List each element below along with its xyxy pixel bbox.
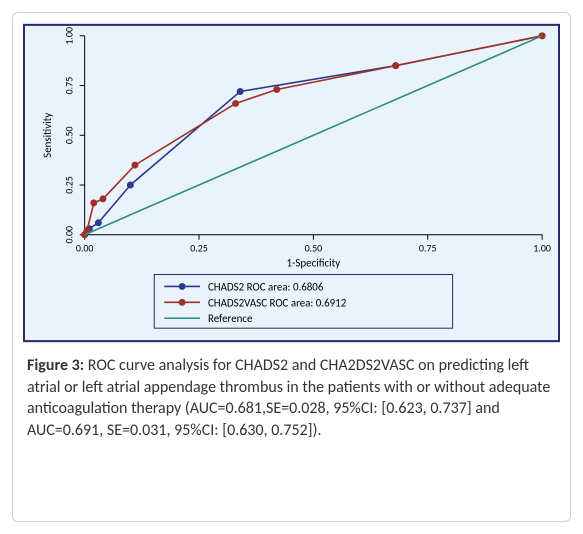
- svg-text:0.00: 0.00: [76, 243, 94, 255]
- svg-text:0.25: 0.25: [190, 243, 208, 255]
- roc-chart: 0.00 0.25 0.50 0.75 1.00 1-Specificity 0.00 0.2…: [23, 23, 560, 343]
- svg-text:1-Specificity: 1-Specificity: [287, 257, 341, 270]
- svg-text:CHADS2 ROC area: 0.6806: CHADS2 ROC area: 0.6806: [208, 280, 324, 293]
- figure-card: 0.00 0.25 0.50 0.75 1.00 1-Specificity 0.00 0.2…: [12, 12, 571, 522]
- svg-text:0.00: 0.00: [64, 226, 76, 244]
- figure-label: Figure 3:: [27, 356, 84, 375]
- svg-text:Sensitivity: Sensitivity: [41, 113, 54, 158]
- svg-text:0.50: 0.50: [64, 126, 76, 144]
- roc-chart-svg: 0.00 0.25 0.50 0.75 1.00 1-Specificity 0.00 0.2…: [23, 23, 560, 343]
- svg-text:Reference: Reference: [208, 312, 253, 325]
- figure-caption: Figure 3: ROC curve analysis for CHADS2 …: [23, 343, 560, 441]
- svg-text:0.50: 0.50: [305, 243, 323, 255]
- svg-text:0.25: 0.25: [64, 176, 76, 194]
- svg-text:1.00: 1.00: [533, 243, 551, 255]
- svg-text:1.00: 1.00: [64, 27, 76, 45]
- svg-text:0.75: 0.75: [419, 243, 437, 255]
- figure-caption-text: ROC curve analysis for CHADS2 and CHA2DS…: [27, 356, 550, 440]
- svg-text:0.75: 0.75: [64, 77, 76, 95]
- svg-text:CHADS2VASC ROC area: 0.6912: CHADS2VASC ROC area: 0.6912: [208, 296, 347, 309]
